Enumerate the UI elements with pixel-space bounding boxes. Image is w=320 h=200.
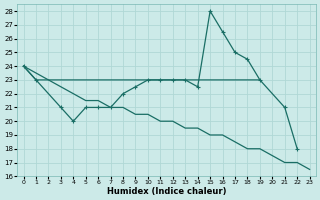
X-axis label: Humidex (Indice chaleur): Humidex (Indice chaleur) [107,187,226,196]
